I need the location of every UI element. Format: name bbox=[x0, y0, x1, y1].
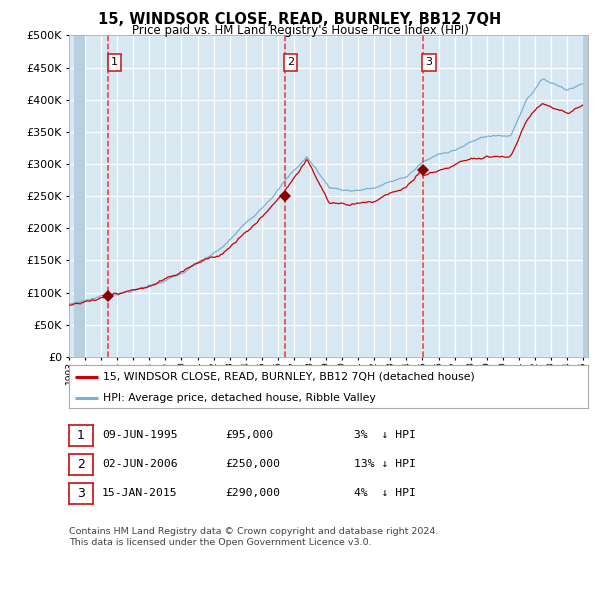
Text: 3: 3 bbox=[77, 487, 85, 500]
Text: 09-JUN-1995: 09-JUN-1995 bbox=[102, 431, 178, 440]
Text: Price paid vs. HM Land Registry's House Price Index (HPI): Price paid vs. HM Land Registry's House … bbox=[131, 24, 469, 37]
Text: 15, WINDSOR CLOSE, READ, BURNLEY, BB12 7QH (detached house): 15, WINDSOR CLOSE, READ, BURNLEY, BB12 7… bbox=[103, 372, 475, 382]
Bar bbox=[74, 35, 85, 357]
Text: 2: 2 bbox=[77, 458, 85, 471]
Text: £290,000: £290,000 bbox=[225, 489, 280, 498]
Text: This data is licensed under the Open Government Licence v3.0.: This data is licensed under the Open Gov… bbox=[69, 538, 371, 547]
Text: 15, WINDSOR CLOSE, READ, BURNLEY, BB12 7QH: 15, WINDSOR CLOSE, READ, BURNLEY, BB12 7… bbox=[98, 12, 502, 27]
Text: 3: 3 bbox=[425, 57, 433, 67]
Text: 4%  ↓ HPI: 4% ↓ HPI bbox=[354, 489, 416, 498]
Bar bbox=[583, 35, 588, 357]
Text: 1: 1 bbox=[110, 57, 118, 67]
Text: Contains HM Land Registry data © Crown copyright and database right 2024.: Contains HM Land Registry data © Crown c… bbox=[69, 527, 439, 536]
Text: 3%  ↓ HPI: 3% ↓ HPI bbox=[354, 431, 416, 440]
Text: 1: 1 bbox=[77, 429, 85, 442]
Text: £95,000: £95,000 bbox=[225, 431, 273, 440]
Text: 2: 2 bbox=[287, 57, 294, 67]
Text: 15-JAN-2015: 15-JAN-2015 bbox=[102, 489, 178, 498]
Text: 02-JUN-2006: 02-JUN-2006 bbox=[102, 460, 178, 469]
Text: HPI: Average price, detached house, Ribble Valley: HPI: Average price, detached house, Ribb… bbox=[103, 393, 376, 403]
Text: 13% ↓ HPI: 13% ↓ HPI bbox=[354, 460, 416, 469]
Text: £250,000: £250,000 bbox=[225, 460, 280, 469]
